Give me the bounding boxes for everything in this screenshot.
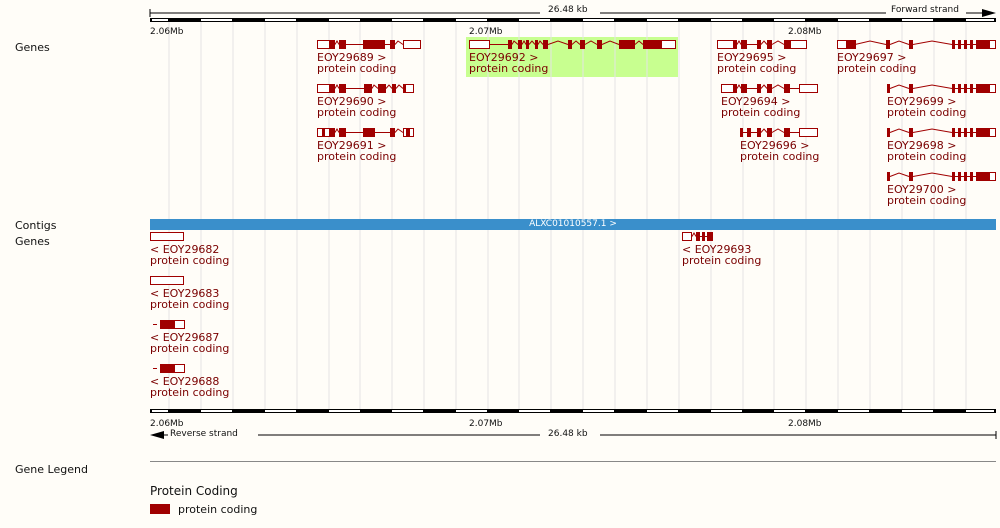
track-label-genes-reverse: Genes	[15, 235, 50, 248]
top-tick-2-07: 2.07Mb	[469, 27, 503, 37]
gene-label[interactable]: EOY29699 > protein coding	[887, 95, 967, 119]
gene-label[interactable]: EOY29697 > protein coding	[837, 51, 917, 75]
gene-label[interactable]: EOY29691 > protein coding	[317, 139, 397, 163]
bottom-ruler	[150, 409, 997, 439]
contig-label: ALXC01010557.1 >	[529, 219, 617, 229]
contig-bar[interactable]: ALXC01010557.1 >	[150, 219, 996, 230]
gene-label[interactable]: EOY29700 > protein coding	[887, 183, 967, 207]
gene-label[interactable]: < EOY29688 protein coding	[150, 375, 230, 399]
gene-label[interactable]: < EOY29682 protein coding	[150, 243, 230, 267]
top-span-label: 26.48 kb	[546, 5, 590, 15]
gene-label[interactable]: EOY29694 > protein coding	[721, 95, 801, 119]
gene-label[interactable]: EOY29690 > protein coding	[317, 95, 397, 119]
reverse-gene-models	[150, 231, 713, 373]
gene-label[interactable]: < EOY29693 protein coding	[682, 243, 762, 267]
gene-label[interactable]: EOY29695 > protein coding	[717, 51, 797, 75]
forward-strand-label: Forward strand	[891, 5, 959, 15]
legend-divider	[150, 461, 996, 462]
top-tick-2-08: 2.08Mb	[788, 27, 822, 37]
bottom-span-label: 26.48 kb	[546, 429, 590, 439]
top-tick-2-06: 2.06Mb	[150, 27, 184, 37]
track-label-contigs: Contigs	[15, 219, 57, 232]
bottom-tick-2-07: 2.07Mb	[469, 419, 503, 429]
gene-label-selected[interactable]: EOY29692 > protein coding	[469, 51, 549, 75]
bottom-tick-2-06: 2.06Mb	[150, 419, 184, 429]
gene-label[interactable]: < EOY29687 protein coding	[150, 331, 230, 355]
track-label-gene-legend: Gene Legend	[15, 463, 88, 476]
gene-label[interactable]: < EOY29683 protein coding	[150, 287, 230, 311]
bottom-tick-2-08: 2.08Mb	[788, 419, 822, 429]
reverse-strand-label: Reverse strand	[170, 429, 238, 439]
legend-section-title: Protein Coding	[150, 484, 238, 498]
track-label-genes-forward: Genes	[15, 41, 50, 54]
top-ruler	[149, 9, 996, 22]
gene-label[interactable]: EOY29696 > protein coding	[740, 139, 820, 163]
legend-label-protein-coding: protein coding	[178, 503, 258, 516]
forward-gene-models	[317, 39, 996, 181]
legend-swatch-protein-coding	[150, 504, 170, 514]
gene-label[interactable]: EOY29689 > protein coding	[317, 51, 397, 75]
gene-label[interactable]: EOY29698 > protein coding	[887, 139, 967, 163]
